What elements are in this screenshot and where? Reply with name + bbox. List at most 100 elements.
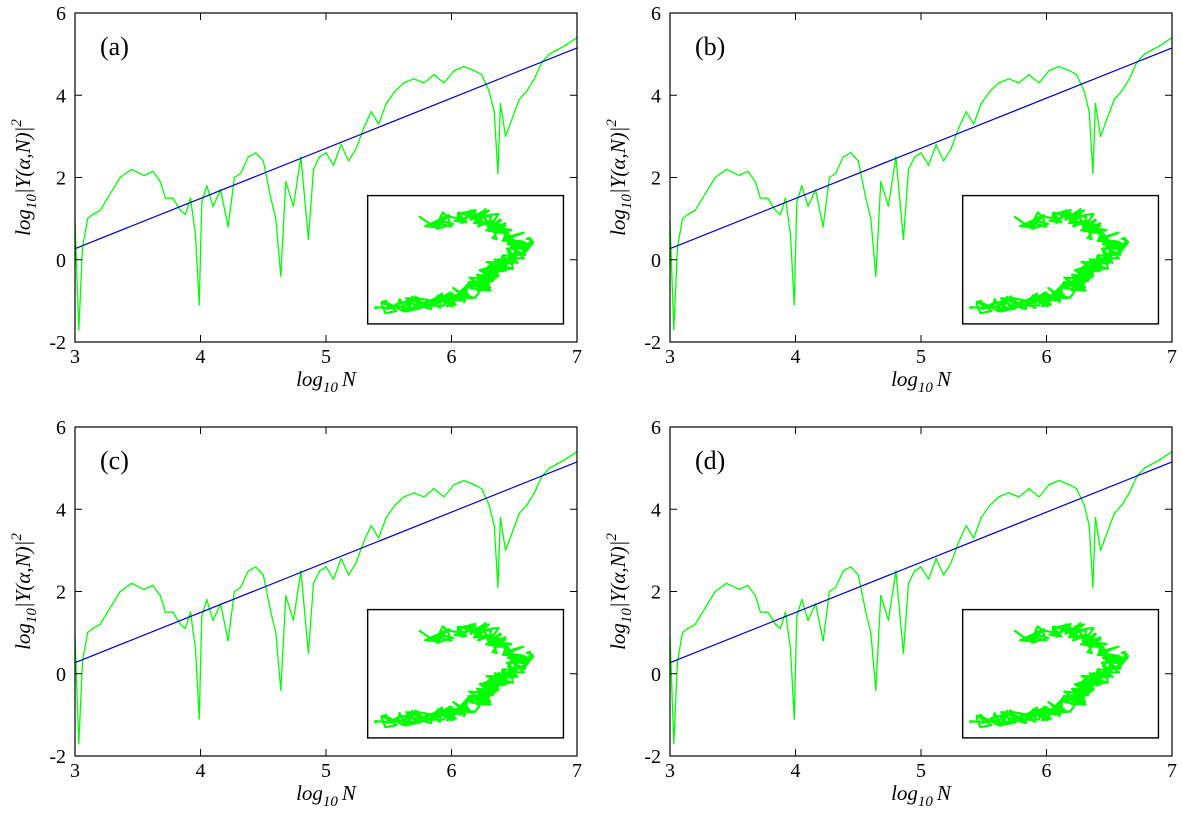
data-point	[307, 238, 310, 240]
x-tick-label: 5	[321, 760, 331, 782]
y-axis-label: log10|Y(α,N)|2	[9, 533, 40, 650]
data-point	[443, 496, 445, 498]
data-point	[270, 197, 272, 199]
data-point	[850, 566, 852, 568]
data-point	[1028, 73, 1030, 76]
data-point	[1113, 98, 1115, 101]
data-point	[497, 172, 499, 175]
data-point	[233, 590, 236, 593]
data-point	[920, 152, 922, 154]
x-axis-label-subscript: 10	[323, 794, 339, 810]
data-point	[714, 590, 716, 593]
data-point	[463, 65, 465, 68]
x-tick-label: 6	[1042, 346, 1052, 368]
data-point	[504, 135, 507, 138]
data-point	[686, 627, 689, 630]
data-point	[789, 234, 792, 236]
data-point	[526, 504, 528, 506]
data-point	[423, 496, 425, 498]
data-point	[681, 631, 684, 634]
data-point	[686, 213, 689, 216]
data-point	[262, 160, 264, 162]
data-point	[504, 549, 507, 552]
data-point	[673, 328, 675, 331]
data-point	[194, 234, 197, 236]
data-point	[774, 623, 777, 626]
data-point	[725, 168, 728, 170]
data-point	[875, 689, 877, 691]
data-point	[980, 516, 982, 519]
data-point	[312, 582, 315, 584]
data-point	[935, 557, 937, 560]
y-axis-label-argument: |Y(α,N)|	[11, 541, 35, 609]
y-tick-label: 2	[651, 582, 661, 604]
data-point	[385, 102, 387, 105]
x-axis-label-base: log	[891, 781, 918, 805]
data-point	[198, 304, 200, 306]
data-point	[759, 611, 762, 613]
inset-trajectory	[961, 194, 1160, 325]
data-point	[998, 496, 1000, 498]
data-point	[262, 574, 264, 576]
data-point	[950, 562, 952, 564]
data-point	[548, 53, 551, 55]
data-point	[99, 623, 101, 626]
data-point	[965, 111, 967, 113]
fit-line	[74, 47, 578, 250]
x-tick-label: 7	[572, 346, 582, 368]
x-tick-label: 7	[1167, 346, 1177, 368]
data-point	[1018, 82, 1020, 84]
data-point	[1151, 463, 1153, 465]
inset-trajectory	[366, 194, 565, 325]
data-point	[152, 170, 154, 173]
data-point	[473, 483, 475, 486]
x-axis-label-variable: N	[341, 781, 357, 805]
data-point	[828, 590, 831, 593]
data-point	[914, 156, 916, 158]
data-point	[292, 619, 295, 621]
data-point	[1113, 512, 1115, 515]
y-axis-label-base: log	[606, 209, 630, 236]
data-point	[865, 197, 867, 199]
data-point	[270, 611, 272, 613]
data-point	[907, 582, 910, 584]
data-point	[394, 504, 396, 506]
data-point	[497, 586, 499, 589]
x-axis-label-variable: N	[936, 781, 952, 805]
data-point	[443, 82, 445, 84]
data-point	[796, 201, 798, 203]
data-point	[78, 328, 80, 331]
data-point	[307, 652, 310, 654]
data-point	[870, 631, 872, 634]
data-point	[394, 90, 396, 92]
data-point	[694, 623, 696, 626]
x-axis-label-subscript: 10	[918, 794, 934, 810]
data-point	[143, 174, 145, 177]
panel-label: (a)	[100, 32, 129, 61]
data-point	[480, 73, 483, 76]
data-point	[828, 176, 831, 179]
data-point	[300, 156, 302, 158]
data-point	[1106, 119, 1108, 121]
x-tick-label: 5	[916, 346, 926, 368]
data-point	[857, 574, 859, 576]
inset-walk-path	[969, 622, 1130, 729]
y-tick-label: 4	[651, 499, 661, 521]
y-axis-label-argument: |Y(α,N)|	[11, 127, 35, 195]
y-axis-label: log10|Y(α,N)|2	[9, 119, 40, 236]
data-point	[86, 631, 89, 634]
data-point	[201, 615, 203, 617]
data-point	[950, 148, 952, 150]
x-tick-label: 3	[70, 760, 80, 782]
data-point	[312, 168, 315, 170]
data-point	[989, 504, 991, 506]
data-point	[1048, 69, 1050, 72]
data-point	[1165, 455, 1167, 457]
y-tick-label: 0	[651, 250, 661, 272]
data-point	[433, 487, 435, 490]
x-axis-label-base: log	[891, 367, 918, 391]
inset-walk-path	[374, 208, 535, 315]
data-point	[488, 90, 490, 92]
x-tick-label: 5	[916, 760, 926, 782]
